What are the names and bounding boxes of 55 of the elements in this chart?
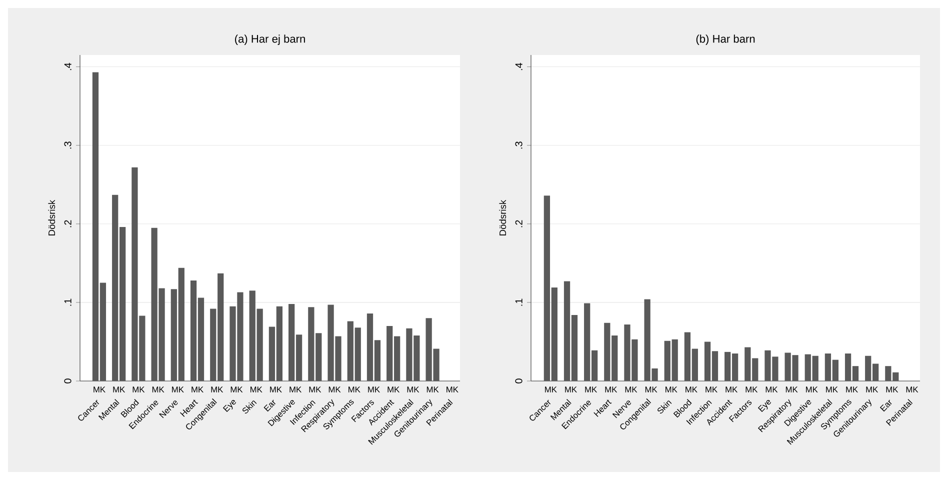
text: MK	[192, 386, 204, 392]
text: MK	[309, 386, 322, 392]
text: MK	[172, 386, 184, 392]
y-tick-label: .1	[64, 298, 72, 306]
text: MK	[786, 386, 798, 392]
text: MK	[407, 386, 420, 392]
x-tick-label: Skin	[658, 400, 672, 414]
text: MK	[706, 386, 718, 392]
text: MK	[152, 386, 164, 392]
text: MK	[645, 386, 658, 392]
text: MK	[846, 386, 858, 392]
text: MK	[250, 386, 262, 392]
text: MK	[826, 386, 838, 392]
text: MK	[388, 386, 400, 392]
y-tick-label: .1	[515, 298, 522, 306]
x-tick-label: Eye	[222, 400, 236, 412]
text: MK	[113, 386, 126, 392]
y-tick-label: 0	[64, 378, 72, 384]
y-tick-label: .2	[515, 220, 522, 228]
text: MK	[211, 386, 224, 392]
text: MK	[132, 386, 145, 392]
x-tick-label: Skin	[242, 400, 257, 414]
text: MK	[290, 386, 302, 392]
text: MK	[270, 386, 282, 392]
text: MK	[94, 386, 106, 392]
y-axis-title: Dödsrisk	[48, 200, 56, 236]
text: MK	[766, 386, 778, 392]
text: MK	[368, 386, 380, 392]
text: MK	[230, 386, 243, 392]
text: MK	[806, 386, 818, 392]
text: MK	[545, 386, 557, 392]
y-tick-label: 0	[515, 378, 522, 384]
text: MK	[726, 386, 738, 392]
text: MK	[605, 386, 618, 392]
chart-title: (a) Har ej barn	[235, 34, 305, 45]
text: MK	[906, 386, 918, 392]
y-tick-label: .3	[64, 142, 72, 149]
text: MK	[886, 386, 898, 392]
text: MK	[328, 386, 341, 392]
text: MK	[625, 386, 638, 392]
text: MK	[746, 386, 758, 392]
text: MK	[866, 386, 878, 392]
text: MK	[666, 386, 678, 392]
y-tick-label: .3	[515, 142, 522, 149]
y-tick-label: .4	[515, 62, 522, 70]
text: MK	[426, 386, 439, 392]
y-tick-label: .2	[64, 220, 72, 228]
text: MK	[565, 386, 577, 392]
text: MK	[585, 386, 598, 392]
y-tick-label: .4	[64, 62, 72, 70]
text: MK	[348, 386, 360, 392]
y-axis-title: Dödsrisk	[499, 200, 506, 236]
text: MK	[686, 386, 698, 392]
text: MK	[446, 386, 458, 392]
chart-title: (b) Har barn	[696, 34, 755, 45]
